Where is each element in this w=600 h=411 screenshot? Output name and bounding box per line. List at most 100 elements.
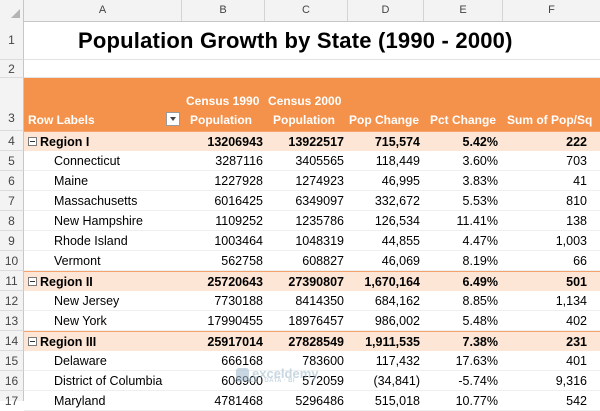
pct-change-cell[interactable]: 5.42%	[462, 135, 498, 149]
row-label-cell[interactable]: Massachusetts	[54, 191, 137, 211]
sum-pop-sq-header[interactable]: Sum of Pop/Sq	[507, 113, 593, 127]
census-1990-cell[interactable]: 6016425	[214, 194, 263, 208]
row-header[interactable]: 6	[0, 171, 24, 191]
census-2000-cell[interactable]: 1235786	[295, 214, 344, 228]
pop-change-header[interactable]: Pop Change	[349, 113, 420, 127]
row-header[interactable]: 14	[0, 331, 24, 351]
pop-change-cell[interactable]: 1,670,164	[364, 275, 420, 289]
census-1990-header-line1[interactable]: Census 1990	[186, 94, 260, 108]
row-header[interactable]: 9	[0, 231, 24, 251]
sum-pop-sq-cell[interactable]: 222	[566, 135, 587, 149]
row-header[interactable]: 3	[0, 78, 24, 131]
pop-change-cell[interactable]: 986,002	[374, 314, 420, 328]
pop-change-cell[interactable]: (34,841)	[373, 374, 420, 388]
sum-pop-sq-cell[interactable]: 501	[566, 275, 587, 289]
pop-change-cell[interactable]: 46,069	[381, 254, 420, 268]
pop-change-cell[interactable]: 44,855	[381, 234, 420, 248]
pivot-region-row[interactable]: Region II 25720643 27390807 1,670,164 6.49% 5…	[24, 271, 600, 291]
row-header[interactable]: 16	[0, 371, 24, 391]
pop-change-cell[interactable]: 117,432	[375, 354, 420, 368]
pct-change-cell[interactable]: 8.85%	[462, 294, 498, 308]
census-2000-header-line1[interactable]: Census 2000	[268, 94, 342, 108]
row-header[interactable]: 4	[0, 131, 24, 151]
row-header[interactable]: 2	[0, 60, 24, 78]
row-label-cell[interactable]: Connecticut	[54, 151, 120, 171]
sum-pop-sq-cell[interactable]: 41	[573, 174, 587, 188]
sum-pop-sq-cell[interactable]: 810	[566, 194, 587, 208]
pct-change-cell[interactable]: 3.60%	[462, 154, 498, 168]
pivot-state-row[interactable]: New Jersey 7730188 8414350 684,162 8.85% 1,13…	[24, 291, 600, 311]
column-header-f[interactable]: F	[548, 4, 555, 16]
row-header[interactable]: 13	[0, 311, 24, 331]
pct-change-header[interactable]: Pct Change	[430, 113, 497, 127]
pivot-state-row[interactable]: Connecticut 3287116 3405565 118,449 3.60% 703	[24, 151, 600, 171]
census-2000-cell[interactable]: 1274923	[295, 174, 344, 188]
row-label-cell[interactable]: Region II	[28, 272, 93, 292]
sum-pop-sq-cell[interactable]: 9,316	[555, 374, 587, 388]
row-label-cell[interactable]: Delaware	[54, 351, 107, 371]
sum-pop-sq-cell[interactable]: 66	[573, 254, 587, 268]
row-label-cell[interactable]: Maryland	[54, 391, 105, 411]
collapse-toggle-icon[interactable]	[28, 337, 37, 347]
row-label-cell[interactable]: Region III	[28, 332, 96, 352]
census-1990-cell[interactable]: 7730188	[214, 294, 263, 308]
census-2000-cell[interactable]: 27828549	[288, 335, 344, 349]
census-2000-cell[interactable]: 18976457	[288, 314, 344, 328]
census-1990-cell[interactable]: 562758	[221, 254, 263, 268]
census-2000-cell[interactable]: 783600	[302, 354, 344, 368]
census-1990-cell[interactable]: 1227928	[214, 174, 263, 188]
sum-pop-sq-cell[interactable]: 401	[566, 354, 587, 368]
census-2000-cell[interactable]: 13922517	[288, 135, 344, 149]
row-header[interactable]: 10	[0, 251, 24, 271]
sum-pop-sq-cell[interactable]: 542	[566, 394, 587, 408]
pct-change-cell[interactable]: -5.74%	[458, 374, 498, 388]
census-1990-cell[interactable]: 4781468	[214, 394, 263, 408]
collapse-toggle-icon[interactable]	[28, 137, 37, 147]
row-header[interactable]: 1	[0, 21, 24, 60]
row-header[interactable]: 12	[0, 291, 24, 311]
row-header[interactable]: 5	[0, 151, 24, 171]
pop-change-cell[interactable]: 46,995	[381, 174, 420, 188]
row-label-cell[interactable]: New Hampshire	[54, 211, 143, 231]
row-label-cell[interactable]: Maine	[54, 171, 88, 191]
pop-change-cell[interactable]: 684,162	[374, 294, 420, 308]
sheet-title[interactable]: Population Growth by State (1990 - 2000)	[78, 28, 513, 53]
row-header[interactable]: 17	[0, 391, 24, 408]
column-header-e[interactable]: E	[424, 0, 503, 21]
pop-change-cell[interactable]: 126,534	[374, 214, 420, 228]
pct-change-cell[interactable]: 5.53%	[462, 194, 498, 208]
sum-pop-sq-cell[interactable]: 231	[566, 335, 587, 349]
pct-change-cell[interactable]: 7.38%	[462, 335, 498, 349]
row-labels-filter-button[interactable]	[166, 112, 180, 126]
census-2000-header-line2[interactable]: Population	[273, 113, 335, 127]
census-1990-cell[interactable]: 25720643	[207, 275, 263, 289]
pop-change-cell[interactable]: 515,018	[374, 394, 420, 408]
pivot-state-row[interactable]: Maine 1227928 1274923 46,995 3.83% 41	[24, 171, 600, 191]
census-1990-cell[interactable]: 666168	[221, 354, 263, 368]
column-header-d[interactable]: D	[348, 0, 424, 21]
row-header[interactable]: 11	[0, 271, 24, 291]
pct-change-cell[interactable]: 3.83%	[462, 174, 498, 188]
pivot-state-row[interactable]: District of Columbia606900572059(34,841)…	[24, 371, 600, 391]
pop-change-cell[interactable]: 332,672	[374, 194, 420, 208]
sum-pop-sq-cell[interactable]: 138	[566, 214, 587, 228]
pct-change-cell[interactable]: 5.48%	[462, 314, 498, 328]
pct-change-cell[interactable]: 4.47%	[462, 234, 498, 248]
pivot-state-row[interactable]: Delaware 666168 783600 117,432 17.63% 401	[24, 351, 600, 371]
row-header[interactable]: 15	[0, 351, 24, 371]
sum-pop-sq-cell[interactable]: 1,003	[555, 234, 587, 248]
select-all-corner[interactable]	[0, 0, 24, 21]
pct-change-cell[interactable]: 10.77%	[455, 394, 498, 408]
census-2000-cell[interactable]: 3405565	[295, 154, 344, 168]
pct-change-cell[interactable]: 11.41%	[456, 214, 498, 228]
pivot-region-row[interactable]: Region III 25917014 27828549 1,911,535 7.38%…	[24, 331, 600, 351]
census-2000-cell[interactable]: 1048319	[295, 234, 344, 248]
pop-change-cell[interactable]: 1,911,535	[365, 335, 420, 349]
pop-change-cell[interactable]: 715,574	[374, 135, 420, 149]
census-2000-cell[interactable]: 608827	[302, 254, 344, 268]
pivot-state-row[interactable]: Maryland 4781468 5296486 515,018 10.77% 542	[24, 391, 600, 411]
census-2000-cell[interactable]: 6349097	[295, 194, 344, 208]
pivot-state-row[interactable]: Vermont 562758 608827 46,069 8.19% 66	[24, 251, 600, 271]
census-2000-cell[interactable]: 572059	[302, 374, 344, 388]
row-label-cell[interactable]: New Jersey	[54, 291, 119, 311]
